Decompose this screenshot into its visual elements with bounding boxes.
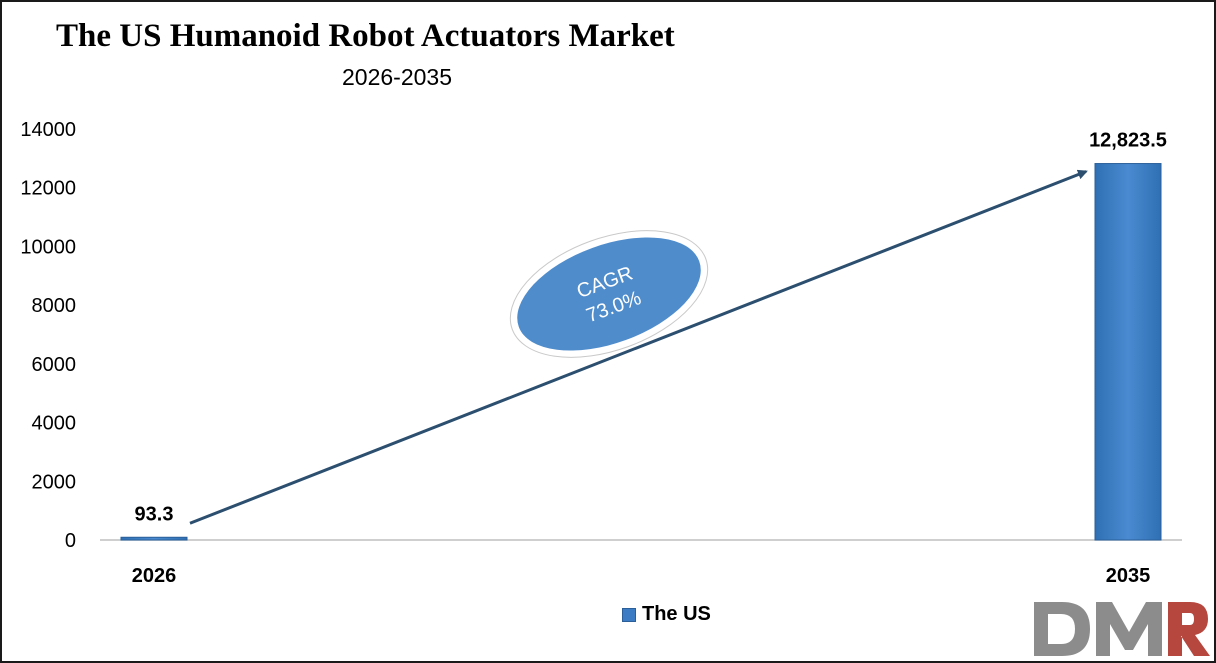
y-tick-label: 10000 xyxy=(20,236,76,258)
y-tick-label: 14000 xyxy=(20,119,76,141)
data-labels: 93.3 12,823.5 xyxy=(135,130,1167,526)
dmr-logo xyxy=(1034,602,1210,656)
y-tick-label: 2000 xyxy=(32,471,77,493)
y-tick-label: 4000 xyxy=(32,413,77,435)
chart-subtitle: 2026-2035 xyxy=(342,64,452,90)
legend: The US xyxy=(622,603,711,626)
legend-swatch xyxy=(622,607,636,622)
y-tick-label: 8000 xyxy=(32,295,77,317)
x-tick-label: 2026 xyxy=(132,565,177,587)
bar-2026 xyxy=(120,536,188,541)
bars xyxy=(120,163,1162,541)
data-label: 93.3 xyxy=(135,503,174,525)
y-tick-label: 0 xyxy=(65,530,76,552)
cagr-trend-arrow xyxy=(189,169,1088,525)
x-tick-label: 2035 xyxy=(1106,565,1151,587)
y-axis-ticks: 0 2000 4000 6000 8000 10000 12000 14000 xyxy=(20,119,76,552)
legend-label: The US xyxy=(642,603,711,625)
chart-title: The US Humanoid Robot Actuators Market xyxy=(56,18,675,54)
y-tick-label: 6000 xyxy=(32,354,77,376)
y-tick-label: 12000 xyxy=(20,178,76,200)
data-label: 12,823.5 xyxy=(1089,130,1167,152)
cagr-badge: CAGR 73.0% xyxy=(509,230,709,358)
bar-2035 xyxy=(1094,163,1162,541)
x-axis-ticks: 2026 2035 xyxy=(132,565,1151,587)
